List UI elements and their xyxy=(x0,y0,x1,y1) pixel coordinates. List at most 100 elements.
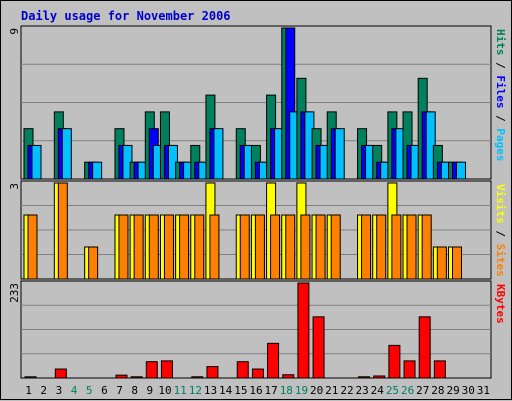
panel-series-label-part: Hits xyxy=(494,29,507,56)
bar-sites-day-25 xyxy=(391,214,402,280)
bar-sites-day-29 xyxy=(452,246,463,280)
x-tick-label-day-25: 25 xyxy=(386,384,399,397)
panel-series-label-part: / xyxy=(494,56,507,76)
bar-kbytes-day-9 xyxy=(145,361,158,379)
bar-sites-day-28 xyxy=(436,246,447,280)
panel-visits-sites: 3 Visits / Sites xyxy=(8,180,507,280)
bar-sites-day-16 xyxy=(254,214,265,280)
bar-sites-day-12 xyxy=(194,214,205,280)
bar-sites-day-15 xyxy=(239,214,250,280)
x-tick-label-day-12: 12 xyxy=(189,384,202,397)
panel-max-label: 9 xyxy=(8,28,21,35)
panel-series-label: Visits / Sites xyxy=(494,184,507,277)
bar-sites-day-17 xyxy=(270,214,281,280)
x-tick-label-day-21: 21 xyxy=(325,384,338,397)
panel-series-label-part: KBytes xyxy=(494,284,507,324)
x-tick-label-day-8: 8 xyxy=(131,384,138,397)
bar-sites-day-10 xyxy=(163,214,174,280)
panel-max-label: 233 xyxy=(8,283,21,303)
bar-sites-day-27 xyxy=(421,214,432,280)
chart-title: Daily usage for November 2006 xyxy=(21,9,231,23)
bar-sites-day-19 xyxy=(300,214,311,280)
bar-pages-day-3 xyxy=(61,128,72,180)
bar-sites-day-21 xyxy=(330,214,341,280)
panel-series-label-part: / xyxy=(494,109,507,129)
bar-sites-day-9 xyxy=(148,214,159,280)
x-tick-label-day-4: 4 xyxy=(71,384,78,397)
x-tick-label-day-5: 5 xyxy=(86,384,93,397)
bar-kbytes-day-17 xyxy=(267,342,280,379)
bar-kbytes-day-20 xyxy=(312,316,325,379)
bar-sites-day-20 xyxy=(315,214,326,280)
x-tick-label-day-23: 23 xyxy=(356,384,369,397)
x-tick-label-day-13: 13 xyxy=(204,384,217,397)
x-tick-label-day-18: 18 xyxy=(280,384,293,397)
x-tick-label-day-24: 24 xyxy=(371,384,385,397)
bar-kbytes-day-28 xyxy=(433,360,446,379)
bar-kbytes-day-10 xyxy=(160,360,173,379)
bar-sites-day-8 xyxy=(133,214,144,280)
panel-max-label: 3 xyxy=(8,183,21,190)
x-tick-label-day-16: 16 xyxy=(249,384,262,397)
bar-sites-day-26 xyxy=(406,214,417,280)
x-tick-label-day-30: 30 xyxy=(462,384,475,397)
bar-sites-day-23 xyxy=(361,214,372,280)
bar-kbytes-day-8 xyxy=(130,376,143,379)
panel-series-label-part: / xyxy=(494,224,507,244)
x-tick-label-day-28: 28 xyxy=(431,384,444,397)
bar-kbytes-day-18 xyxy=(282,374,295,379)
bar-kbytes-day-16 xyxy=(251,368,264,379)
panel-series-label-part: Visits xyxy=(494,184,507,224)
panel-series-label-part: Files xyxy=(494,75,507,108)
x-tick-label-day-26: 26 xyxy=(401,384,414,397)
bar-kbytes-day-25 xyxy=(388,344,401,379)
bar-kbytes-day-15 xyxy=(236,361,249,379)
bar-sites-day-13 xyxy=(209,214,220,280)
x-tick-label-day-17: 17 xyxy=(265,384,278,397)
x-tick-label-day-22: 22 xyxy=(340,384,353,397)
x-tick-label-day-9: 9 xyxy=(147,384,154,397)
x-axis: 1 2 3 4 5 6 7 8 9 10 11 12 13 14 15 16 17 18 19 20 21 22 23 24 2… xyxy=(25,384,490,397)
bar-sites-day-24 xyxy=(376,214,387,280)
panel-series-label: KBytes xyxy=(494,284,507,324)
bar-pages-day-1 xyxy=(31,144,42,180)
bar-kbytes-day-19 xyxy=(297,282,310,379)
x-tick-label-day-20: 20 xyxy=(310,384,323,397)
x-tick-label-day-27: 27 xyxy=(416,384,429,397)
bar-sites-day-3 xyxy=(57,182,68,280)
panel-series-label: Hits / Files / Pages xyxy=(494,29,507,162)
x-tick-label-day-11: 11 xyxy=(174,384,187,397)
bar-pages-day-21 xyxy=(334,128,345,180)
x-tick-label-day-1: 1 xyxy=(25,384,32,397)
bar-pages-day-13 xyxy=(213,128,224,180)
bar-kbytes-day-23 xyxy=(358,376,371,379)
bar-kbytes-day-12 xyxy=(191,376,204,379)
x-tick-label-day-3: 3 xyxy=(56,384,63,397)
bar-kbytes-day-7 xyxy=(115,374,128,379)
bar-sites-day-5 xyxy=(88,246,99,280)
x-tick-label-day-19: 19 xyxy=(295,384,308,397)
bar-sites-day-7 xyxy=(118,214,129,280)
bar-kbytes-day-26 xyxy=(403,360,416,379)
bar-sites-day-11 xyxy=(179,214,190,280)
panel-kbytes: 233 KBytes xyxy=(8,280,507,379)
panel-hits-files-pages: 9 Hits / Files / Pages xyxy=(8,25,507,180)
bar-kbytes-day-3 xyxy=(54,368,67,379)
bar-kbytes-day-1 xyxy=(24,376,37,379)
panel-series-label-part: Sites xyxy=(494,244,507,277)
bar-sites-day-1 xyxy=(27,214,38,280)
bar-kbytes-day-13 xyxy=(206,366,219,379)
x-tick-label-day-31: 31 xyxy=(477,384,490,397)
bar-kbytes-day-27 xyxy=(418,316,431,379)
bar-sites-day-18 xyxy=(285,214,296,280)
x-tick-label-day-2: 2 xyxy=(40,384,47,397)
panel-series-label-part: Pages xyxy=(494,128,507,161)
bar-pages-day-5 xyxy=(92,161,103,180)
x-tick-label-day-10: 10 xyxy=(158,384,171,397)
bar-kbytes-day-24 xyxy=(373,375,386,379)
x-tick-label-day-6: 6 xyxy=(101,384,108,397)
x-tick-label-day-14: 14 xyxy=(219,384,233,397)
x-tick-label-day-29: 29 xyxy=(446,384,459,397)
